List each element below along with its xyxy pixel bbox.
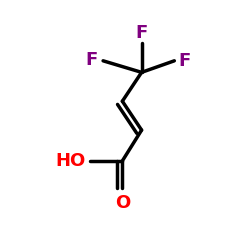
Text: F: F [136, 24, 148, 42]
Text: F: F [85, 51, 97, 69]
Text: O: O [115, 194, 130, 212]
Text: HO: HO [56, 152, 86, 170]
Text: F: F [178, 52, 190, 70]
